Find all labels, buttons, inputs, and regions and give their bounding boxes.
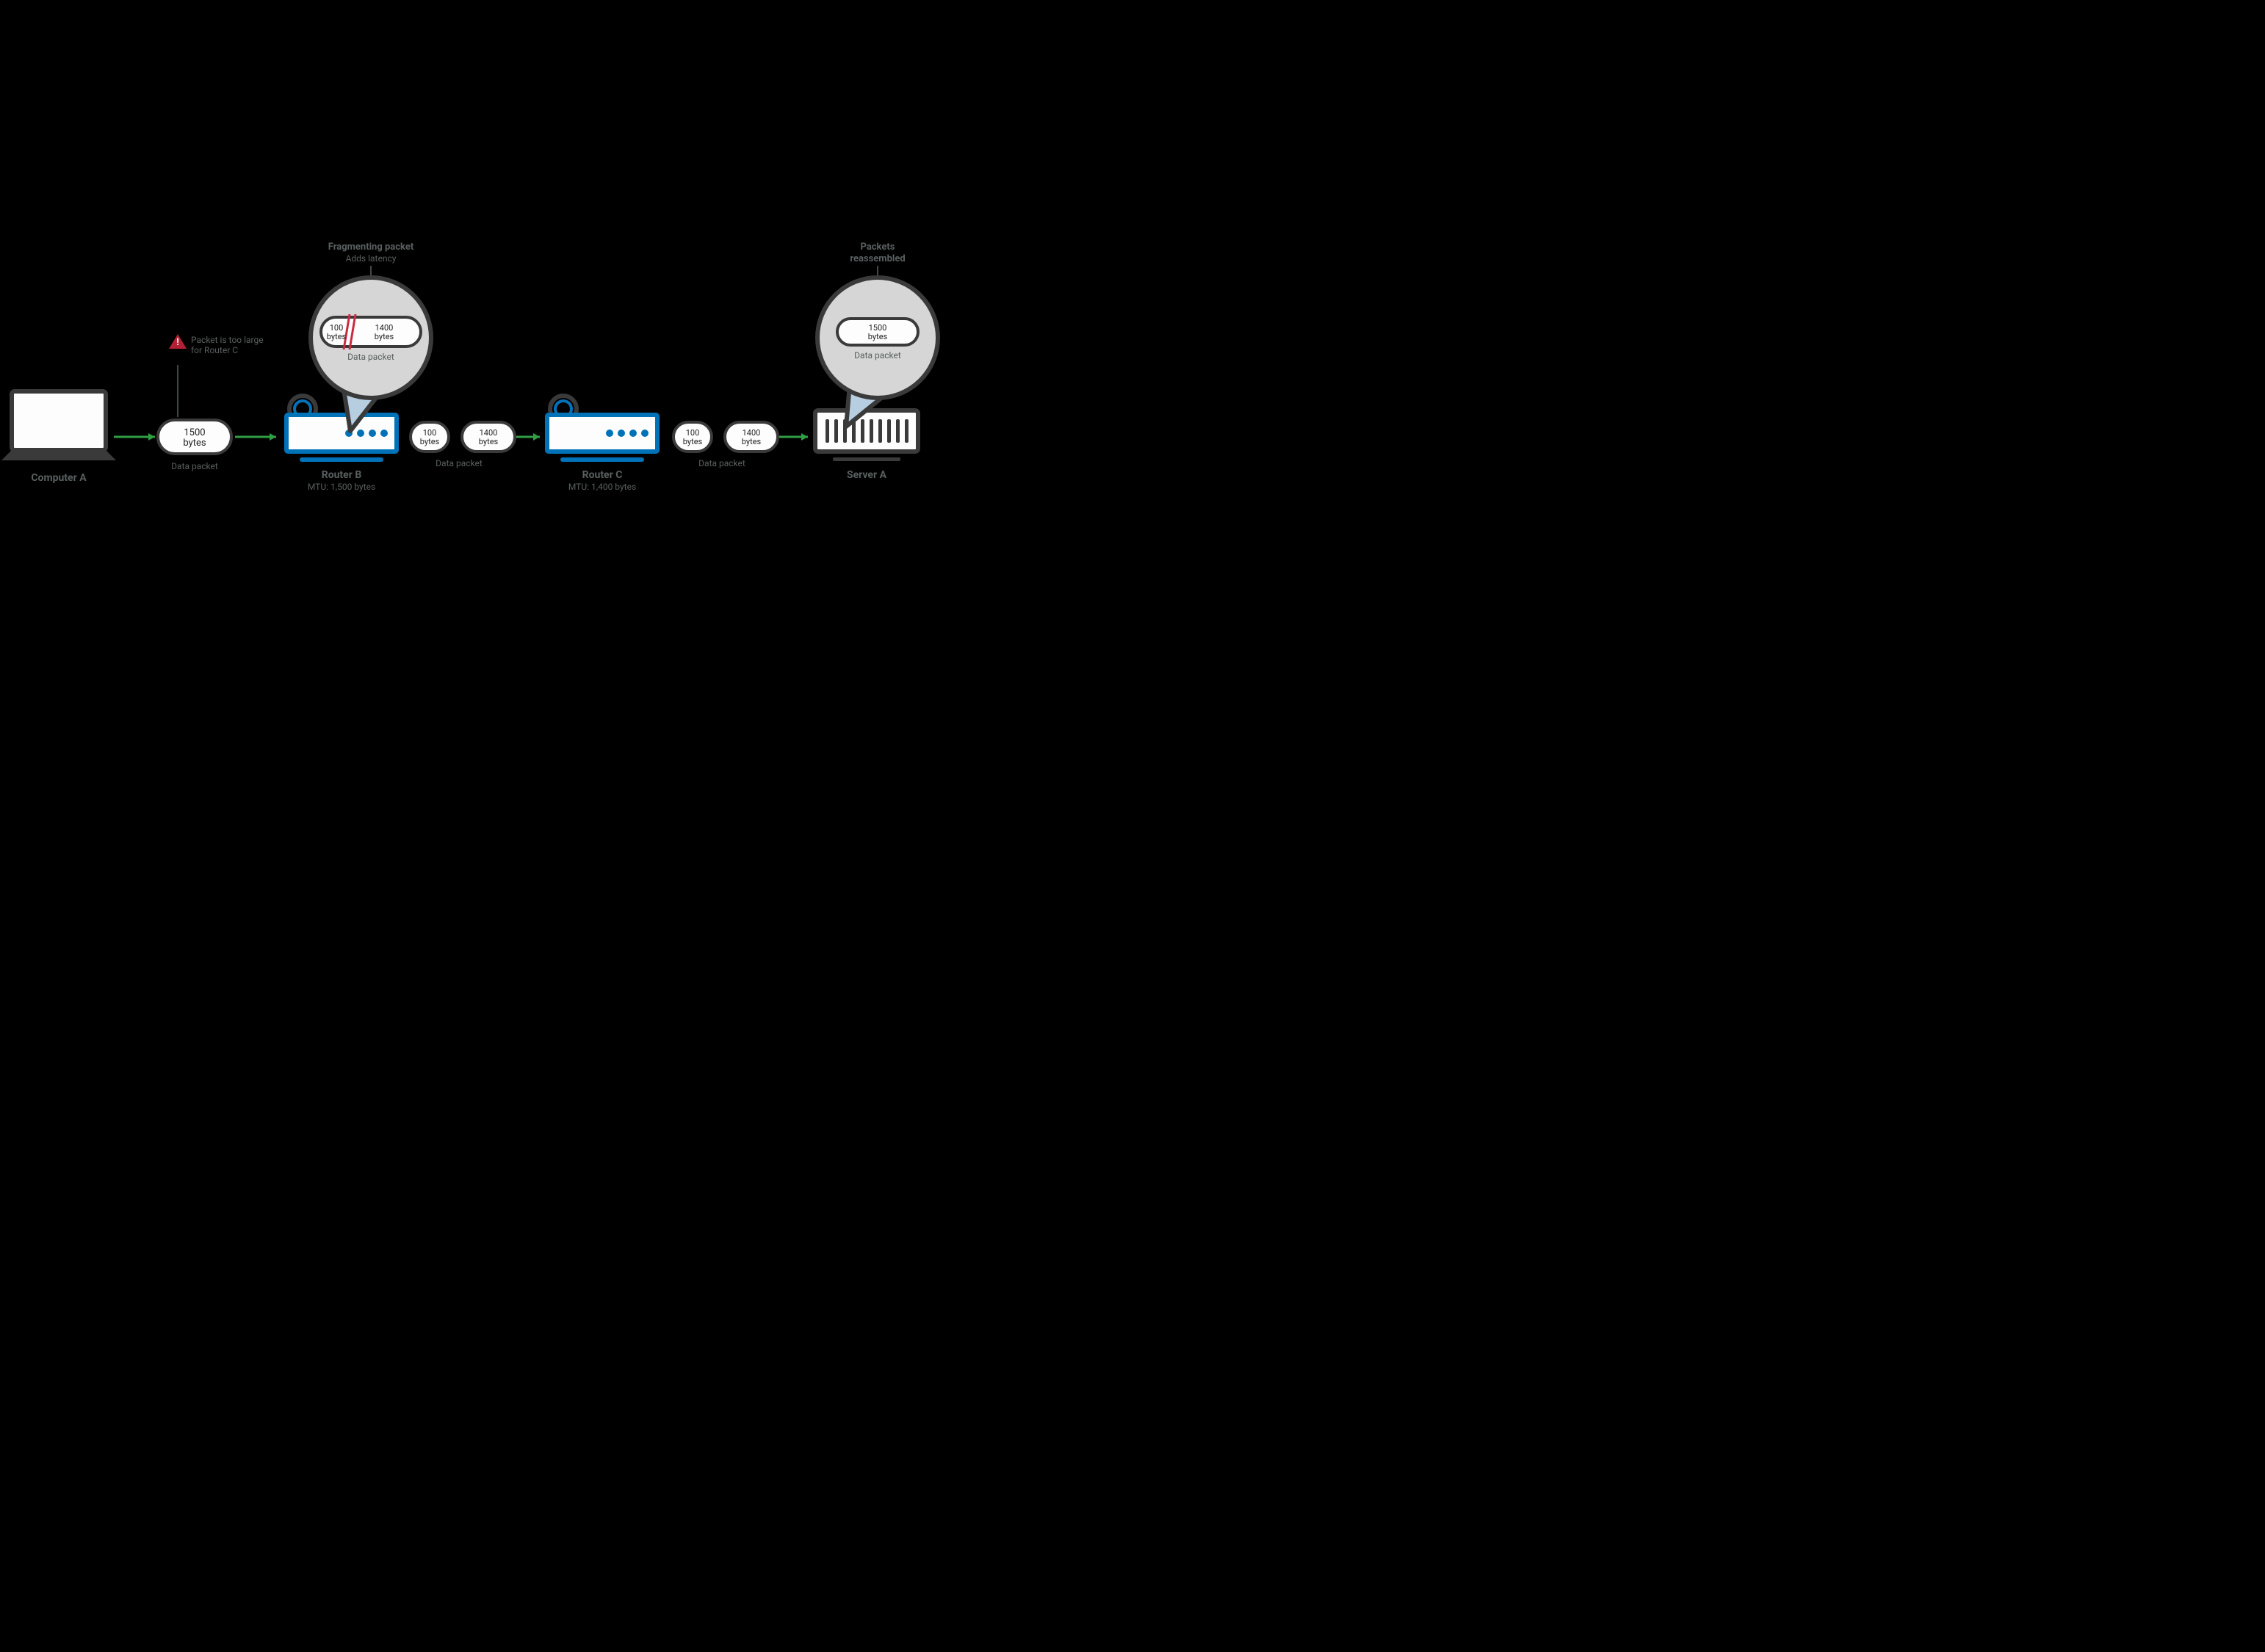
callout-s-caption: Data packet xyxy=(854,350,901,361)
callout-b-caption: Data packet xyxy=(347,352,394,362)
computer-label: Computer A xyxy=(31,472,87,484)
arrowhead-icon xyxy=(801,433,808,441)
server-icon: Server A xyxy=(815,410,918,481)
laptop-icon: Computer A xyxy=(1,391,116,484)
callout-b-right2: bytes xyxy=(375,332,394,341)
router-mtu: MTU: 1,500 bytes xyxy=(308,482,375,492)
arrowhead-icon xyxy=(533,433,540,441)
warning-line2: for Router C xyxy=(191,345,238,355)
packet1-line1: 1500 xyxy=(184,427,205,438)
frag2-p2-l2: bytes xyxy=(742,437,762,446)
callout-b-title: Fragmenting packet xyxy=(328,242,414,253)
arrowhead-icon xyxy=(270,433,276,441)
packet1-caption: Data packet xyxy=(171,461,218,471)
packet1-line2: bytes xyxy=(183,438,206,449)
callout-s-l2: bytes xyxy=(868,332,888,341)
callout-s-title1: Packets xyxy=(861,242,895,253)
frag2-caption: Data packet xyxy=(698,458,745,468)
frag2-p1-l2: bytes xyxy=(683,437,703,446)
callout-b-left2: bytes xyxy=(327,332,347,341)
callout-b-sub: Adds latency xyxy=(346,253,397,264)
router-mtu: MTU: 1,400 bytes xyxy=(568,482,636,492)
router-icon: Router BMTU: 1,500 bytes xyxy=(286,396,397,492)
warning-line1: Packet is too large xyxy=(191,335,264,345)
frag1-caption: Data packet xyxy=(436,458,483,468)
router-icon: Router CMTU: 1,400 bytes xyxy=(547,396,657,492)
callout-s-title2: reassembled xyxy=(850,253,905,264)
alert-exclaim: ! xyxy=(176,337,179,348)
frag1-p2-l2: bytes xyxy=(479,437,499,446)
server-label: Server A xyxy=(847,469,887,481)
router-title: Router C xyxy=(582,469,623,481)
router-title: Router B xyxy=(322,469,362,481)
frag1-p1-l2: bytes xyxy=(420,437,440,446)
arrowhead-icon xyxy=(148,433,155,441)
